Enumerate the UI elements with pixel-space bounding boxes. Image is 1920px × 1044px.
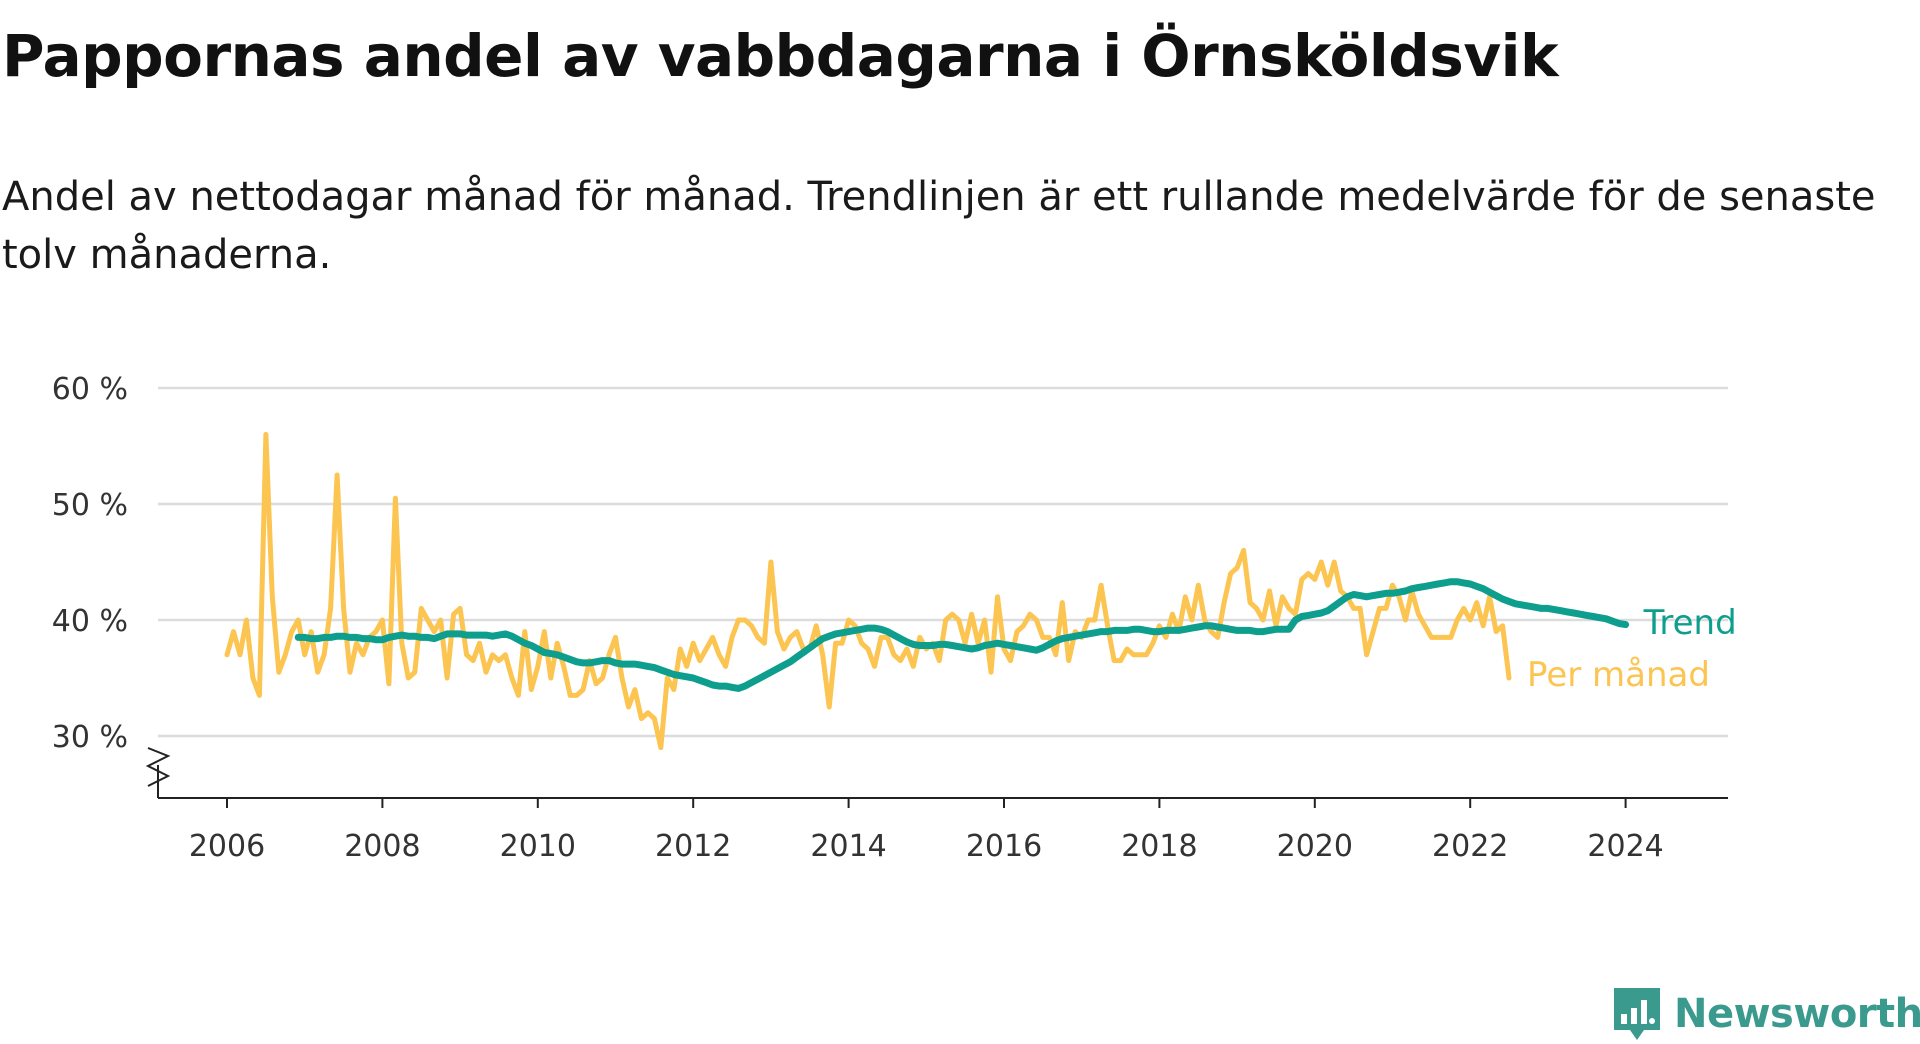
- axis-break-icon: [145, 747, 171, 787]
- x-tick-label: 2020: [1277, 829, 1353, 864]
- x-tick-label: 2006: [189, 829, 265, 864]
- x-tick-label: 2012: [655, 829, 731, 864]
- line-chart: 30 % 40 % 50 % 60 % 2006 2008 2010 2012 2014 201…: [52, 372, 1737, 864]
- x-axis-tick-labels: 2006 2008 2010 2012 2014 2016 2018 2020 2022 2024: [189, 829, 1664, 864]
- y-tick-label: 60 %: [52, 372, 128, 407]
- x-tick-label: 2008: [344, 829, 420, 864]
- chart-subtitle: Andel av nettodagar månad för månad. Tre…: [2, 174, 1876, 278]
- y-tick-label: 30 %: [52, 720, 128, 755]
- logo-text: Newsworthy: [1674, 991, 1920, 1037]
- x-tick-label: 2018: [1121, 829, 1197, 864]
- series-label-per-manad: Per månad: [1527, 655, 1710, 695]
- x-tick-label: 2024: [1587, 829, 1663, 864]
- bar-chart-speech-bubble-icon: [1614, 988, 1660, 1040]
- x-tick-label: 2014: [810, 829, 886, 864]
- y-axis-tick-labels: 30 % 40 % 50 % 60 %: [52, 372, 128, 755]
- series-line-per-manad: [224, 431, 1512, 751]
- x-tick-label: 2010: [500, 829, 576, 864]
- x-tick-label: 2022: [1432, 829, 1508, 864]
- chart-title: Pappornas andel av vabbdagarna i Örnsköl…: [2, 22, 1559, 90]
- y-tick-label: 50 %: [52, 488, 128, 523]
- x-tick-label: 2016: [966, 829, 1042, 864]
- series-labels: Per månad Trend: [1527, 603, 1737, 695]
- series-line-trend: [294, 578, 1630, 692]
- series-label-trend: Trend: [1643, 603, 1737, 643]
- axes: [145, 747, 1728, 808]
- newsworthy-logo: Newsworthy: [1612, 984, 1920, 1044]
- series-lines: [224, 431, 1630, 751]
- y-tick-label: 40 %: [52, 604, 128, 639]
